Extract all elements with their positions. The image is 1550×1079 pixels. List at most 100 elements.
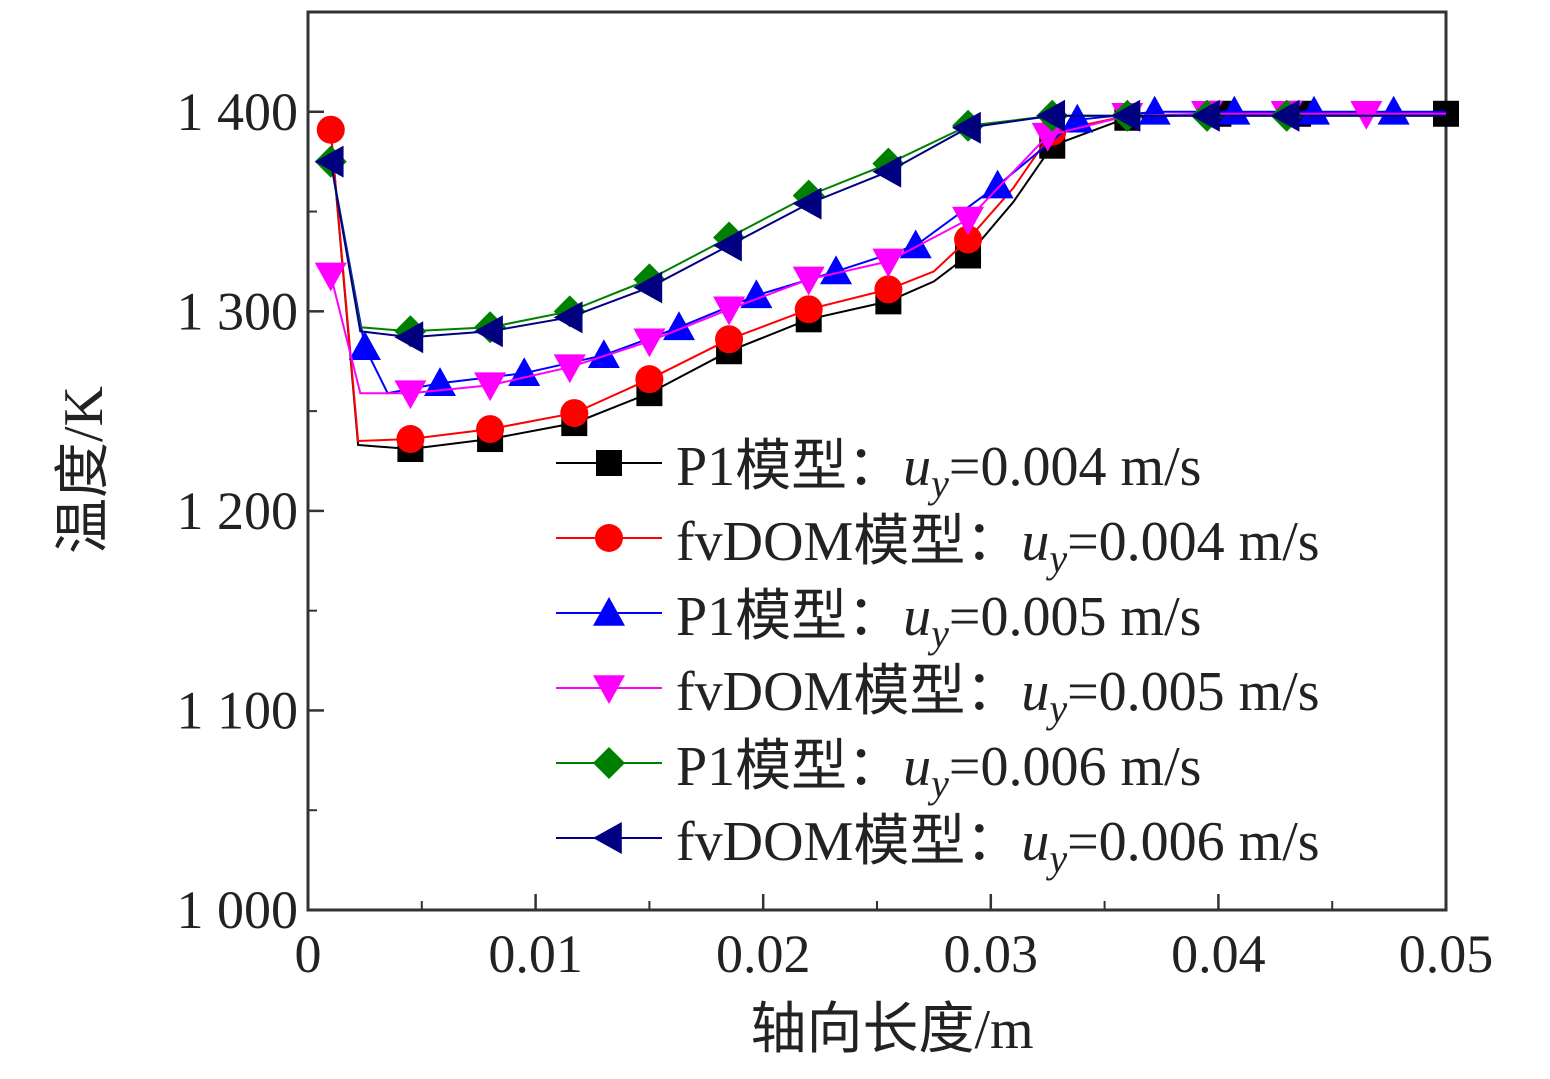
legend-u-text: u — [1021, 511, 1049, 573]
series-5 — [314, 99, 1446, 354]
data-point — [952, 206, 985, 236]
legend-label: P1模型：uy=0.006 m/s — [676, 736, 1201, 806]
data-point — [1191, 99, 1220, 132]
legend-entry: fvDOM模型：uy=0.006 m/s — [556, 811, 1320, 881]
legend-model-text: P1模型 — [676, 436, 847, 498]
series-2 — [329, 95, 1446, 396]
y-tick-label: 1 100 — [177, 680, 299, 740]
data-point — [1297, 95, 1330, 125]
data-point — [1218, 95, 1251, 125]
data-point — [952, 111, 981, 144]
legend-model-text: fvDOM模型 — [676, 511, 965, 573]
data-point — [394, 321, 424, 354]
legend-marker — [596, 450, 622, 476]
legend-u-text: u — [903, 436, 931, 498]
data-point — [792, 266, 825, 296]
legend-sep-text: ： — [847, 736, 903, 798]
legend-model-text: P1模型 — [676, 586, 847, 648]
legend-model-text: P1模型 — [676, 736, 847, 798]
series-line — [329, 112, 1446, 395]
data-point — [394, 380, 427, 410]
data-point — [1270, 99, 1300, 132]
data-point — [396, 425, 425, 454]
data-point — [1138, 95, 1171, 125]
legend-entry: P1模型：uy=0.004 m/s — [556, 436, 1201, 506]
legend-value-text: =0.005 m/s — [949, 586, 1202, 648]
data-point — [474, 315, 503, 348]
data-point — [553, 354, 586, 384]
data-point — [872, 248, 905, 278]
data-point — [348, 331, 381, 361]
legend-sep-text: ： — [847, 586, 903, 648]
legend-sub-text: y — [1045, 686, 1067, 731]
legend-sub-text: y — [927, 611, 949, 656]
legend-label: fvDOM模型：uy=0.006 m/s — [676, 811, 1320, 881]
axes: 0 0.01 0.02 0.03 0.04 0.05 1 000 1 100 1 200 1 30… — [177, 10, 1494, 984]
data-point — [633, 271, 663, 304]
legend-sep-text: ： — [847, 436, 903, 498]
y-tick-label: 1 300 — [177, 281, 299, 341]
x-tick-label: 0 — [295, 924, 322, 984]
data-point — [633, 328, 666, 358]
data-point — [874, 275, 903, 304]
legend-value-text: =0.006 m/s — [1067, 811, 1320, 873]
legend-sub-text: y — [1045, 536, 1067, 581]
data-point — [1377, 95, 1410, 125]
data-point — [1111, 99, 1141, 132]
series-3 — [314, 100, 1446, 410]
legend-u-text: u — [1021, 661, 1049, 723]
data-point — [715, 325, 744, 354]
x-tick-label: 0.03 — [944, 924, 1039, 984]
legend-u-text: u — [1021, 811, 1049, 873]
legend-sub-text: y — [1045, 836, 1067, 881]
legend-value-text: =0.005 m/s — [1067, 661, 1320, 723]
legend-label: P1模型：uy=0.005 m/s — [676, 586, 1201, 656]
series-group — [314, 95, 1459, 463]
x-tick-label: 0.02 — [716, 924, 811, 984]
y-tick-label: 1 400 — [177, 82, 299, 142]
y-tick-label: 1 200 — [177, 481, 299, 541]
legend-entry: P1模型：uy=0.005 m/s — [556, 586, 1201, 656]
legend-entry: fvDOM模型：uy=0.005 m/s — [556, 661, 1320, 731]
legend-sub-text: y — [927, 761, 949, 806]
data-point — [792, 187, 822, 220]
data-point — [820, 255, 853, 285]
data-point — [1031, 122, 1064, 152]
legend-marker — [593, 822, 622, 854]
legend-value-text: =0.004 m/s — [1067, 511, 1320, 573]
data-point — [316, 115, 345, 144]
y-tick-label: 1 000 — [177, 880, 299, 940]
y-axis-title: 温度/K — [53, 386, 115, 554]
legend-sub-text: y — [927, 461, 949, 506]
legend-sep-text: ： — [965, 661, 1021, 723]
data-point — [635, 365, 664, 394]
data-point — [476, 415, 505, 444]
data-point — [981, 169, 1014, 199]
legend-label: fvDOM模型：uy=0.004 m/s — [676, 511, 1320, 581]
legend-marker — [593, 675, 625, 704]
legend-u-text: u — [903, 736, 931, 798]
data-point — [740, 279, 773, 309]
legend-marker — [593, 597, 625, 626]
data-point — [1036, 99, 1066, 132]
series-line — [329, 114, 1446, 339]
legend-entry: fvDOM模型：uy=0.004 m/s — [556, 511, 1320, 581]
legend-marker — [595, 524, 623, 552]
data-point — [954, 225, 983, 254]
data-point — [872, 155, 902, 188]
x-axis-title: 轴向长度/m — [750, 999, 1033, 1061]
data-point — [474, 372, 507, 402]
data-point — [314, 145, 344, 178]
legend-model-text: fvDOM模型 — [676, 661, 965, 723]
x-tick-label: 0.05 — [1399, 924, 1494, 984]
legend-label: P1模型：uy=0.004 m/s — [676, 436, 1201, 506]
legend-sep-text: ： — [965, 511, 1021, 573]
data-point — [553, 301, 583, 334]
legend-entry: P1模型：uy=0.006 m/s — [556, 736, 1201, 806]
data-point — [713, 296, 746, 326]
data-point — [794, 295, 823, 324]
legend-label: fvDOM模型：uy=0.005 m/s — [676, 661, 1320, 731]
